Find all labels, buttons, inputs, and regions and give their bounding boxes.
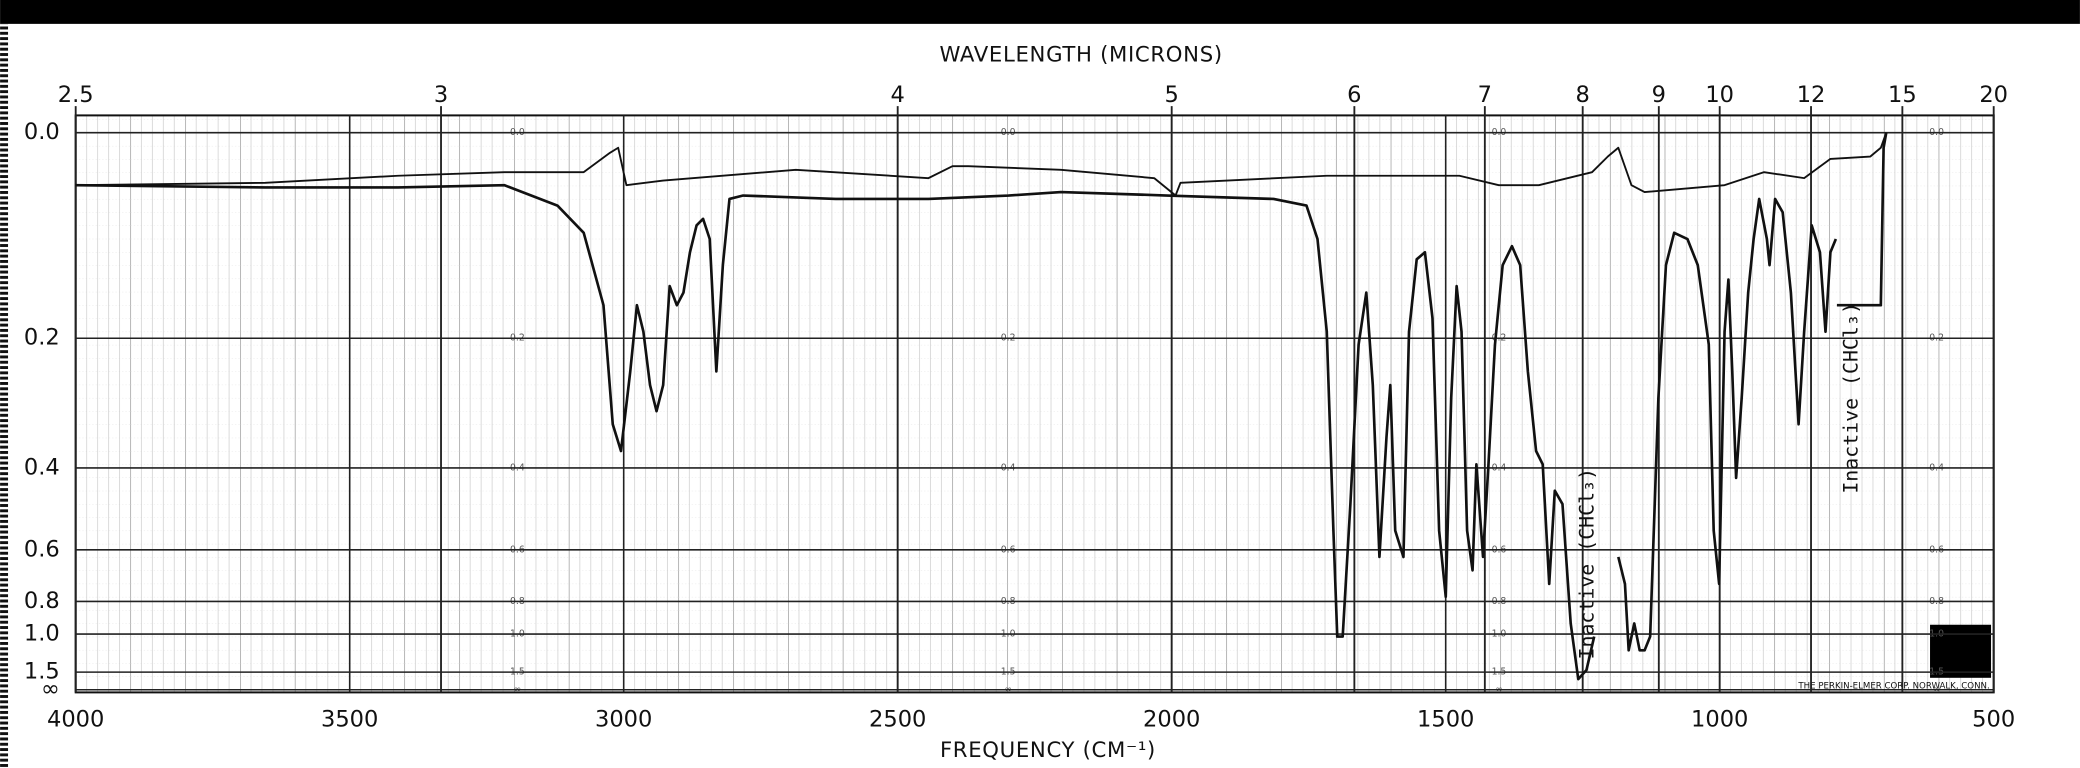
- minor-grid: [75, 115, 1994, 693]
- x-tick-label: 500: [1972, 707, 2015, 733]
- x2-tick-label: 15: [1888, 82, 1917, 108]
- left-edge: [0, 23, 9, 768]
- y-tick-label: 1.0: [24, 621, 60, 647]
- x2-tick-label: 4: [891, 82, 905, 108]
- x2-tick-label: 8: [1576, 82, 1590, 108]
- x-tick-label: 1000: [1691, 707, 1748, 733]
- x2-tick-label: 7: [1478, 82, 1492, 108]
- spectrum-line: [75, 132, 1888, 197]
- y-tick-label: 0.2: [24, 325, 60, 351]
- x-tick-label: 3500: [321, 707, 378, 733]
- x-axis-title: FREQUENCY (CM⁻¹): [940, 738, 1156, 763]
- x2-tick-label: 2.5: [58, 82, 94, 108]
- x-tick-label: 3000: [595, 707, 652, 733]
- x2-tick-label: 10: [1705, 82, 1734, 108]
- y-tick-label: 0.6: [24, 536, 60, 562]
- x2-tick-label: 3: [434, 82, 448, 108]
- x2-tick-label: 6: [1347, 82, 1361, 108]
- top-bar: [0, 0, 2080, 24]
- y-tick-label: 0.0: [24, 119, 60, 145]
- footer: THE PERKIN-ELMER CORP. NORWALK, CONN.: [1797, 681, 1989, 691]
- x2-tick-label: 20: [1979, 82, 2008, 108]
- y-tick-label: 0.8: [24, 588, 60, 614]
- x-tick-label: 2500: [869, 707, 926, 733]
- annotation: Inactive (CHCl₃): [1839, 302, 1862, 493]
- x-tick-label: 4000: [47, 707, 104, 733]
- y-tick-label: ∞: [41, 676, 60, 702]
- x2-tick-label: 5: [1165, 82, 1179, 108]
- annotation: Inactive (CHCl₃): [1575, 468, 1598, 659]
- y-tick-label: 1.5: [24, 659, 60, 685]
- spectrum-line: [75, 132, 1888, 681]
- y-tick-label: 0.4: [24, 454, 60, 480]
- x2-tick-label: 9: [1652, 82, 1666, 108]
- x-tick-label: 2000: [1143, 707, 1200, 733]
- x-tick-label: 1500: [1417, 707, 1474, 733]
- chart-title: WAVELENGTH (MICRONS): [939, 43, 1222, 68]
- x2-tick-label: 12: [1797, 82, 1826, 108]
